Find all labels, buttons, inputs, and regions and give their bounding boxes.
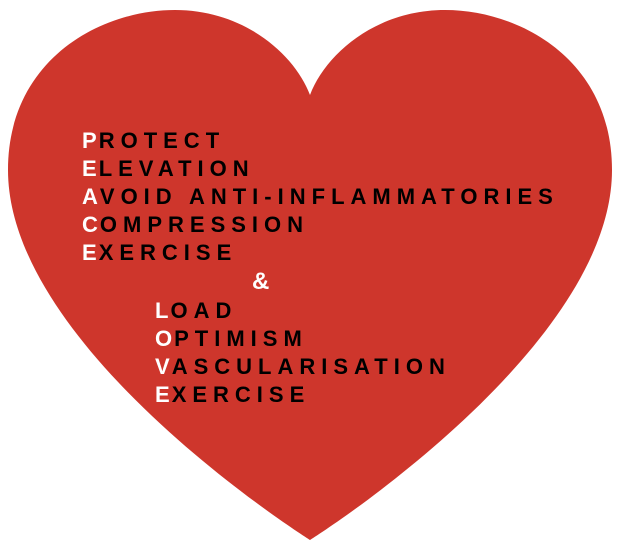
first-letter: E	[155, 382, 172, 407]
heart-shape-container: PROTECT ELEVATION AVOID ANTI-INFLAMMATOR…	[0, 0, 620, 544]
rest-letters: XERCISE	[172, 382, 311, 407]
rest-letters: OMPRESSION	[100, 212, 309, 237]
peace-line: EXERCISE	[82, 242, 620, 264]
first-letter: E	[82, 240, 99, 265]
rest-letters: ASCULARISATION	[172, 354, 451, 379]
ampersand-line: &	[82, 270, 620, 294]
love-line: OPTIMISM	[155, 328, 620, 350]
love-line: EXERCISE	[155, 384, 620, 406]
rest-letters: PTIMISM	[174, 326, 308, 351]
peace-line: ELEVATION	[82, 158, 620, 180]
peace-line: PROTECT	[82, 130, 620, 152]
acrostic-content: PROTECT ELEVATION AVOID ANTI-INFLAMMATOR…	[82, 130, 620, 412]
peace-line: COMPRESSION	[82, 214, 620, 236]
first-letter: E	[82, 156, 99, 181]
first-letter: C	[82, 212, 100, 237]
first-letter: P	[82, 128, 99, 153]
first-letter: V	[155, 354, 172, 379]
peace-block: PROTECT ELEVATION AVOID ANTI-INFLAMMATOR…	[82, 130, 620, 264]
first-letter: L	[155, 298, 170, 323]
rest-letters: OAD	[170, 298, 237, 323]
rest-letters: LEVATION	[99, 156, 255, 181]
love-block: LOAD OPTIMISM VASCULARISATION EXERCISE	[82, 300, 620, 406]
first-letter: O	[155, 326, 174, 351]
rest-letters: ROTECT	[99, 128, 225, 153]
love-line: LOAD	[155, 300, 620, 322]
love-line: VASCULARISATION	[155, 356, 620, 378]
rest-letters: XERCISE	[99, 240, 238, 265]
ampersand: &	[252, 268, 269, 295]
peace-line: AVOID ANTI-INFLAMMATORIES	[82, 186, 620, 208]
first-letter: A	[82, 184, 100, 209]
rest-letters: VOID ANTI-INFLAMMATORIES	[100, 184, 559, 209]
